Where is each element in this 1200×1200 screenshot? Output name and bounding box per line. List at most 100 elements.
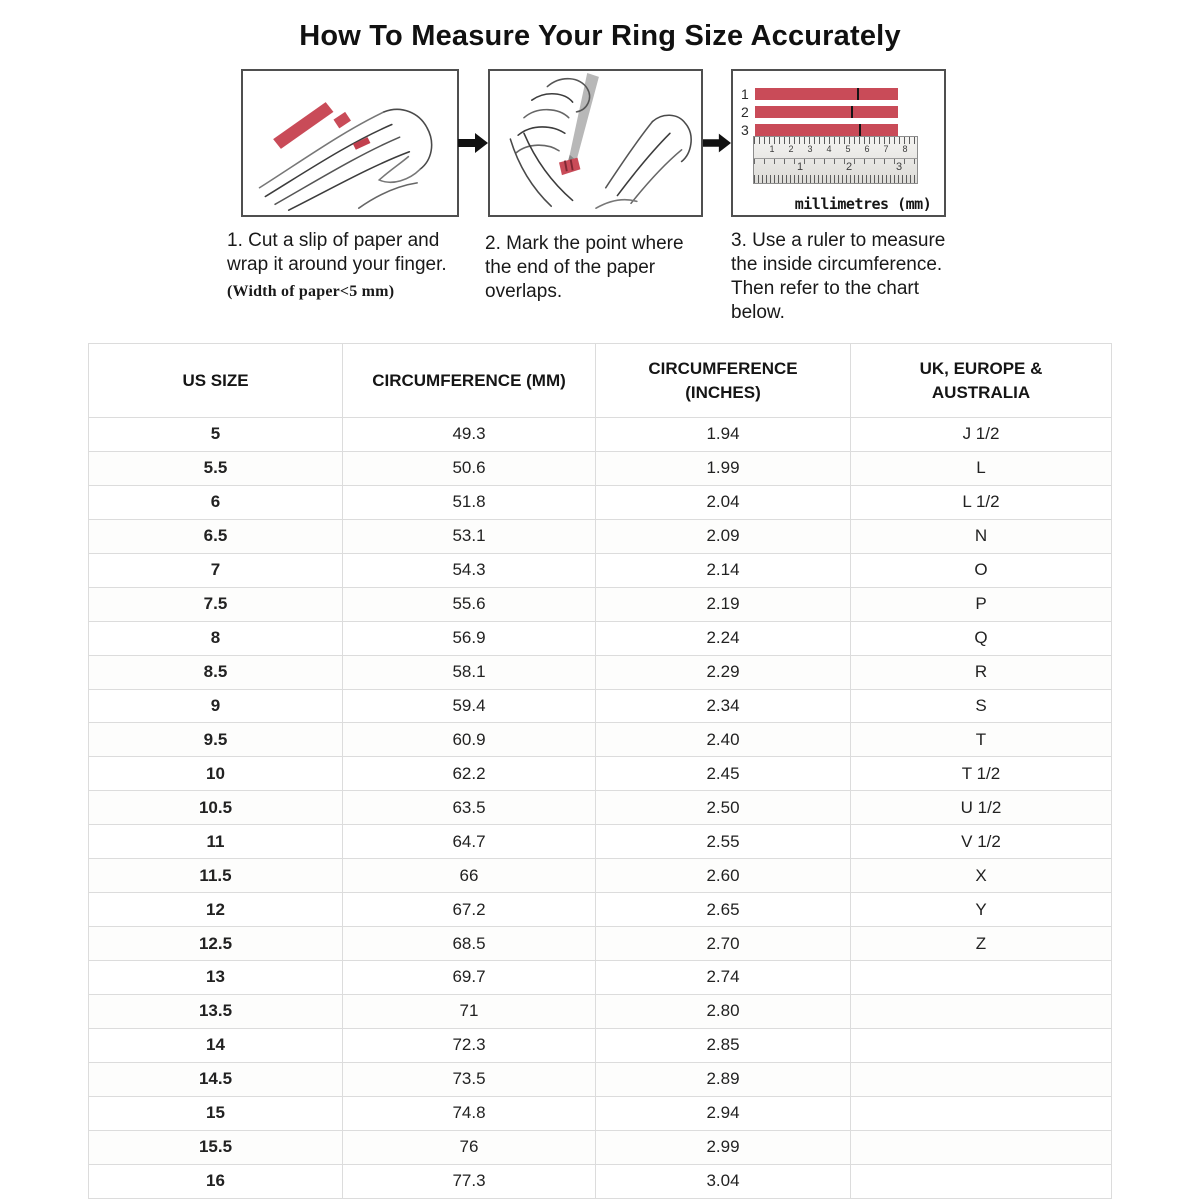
table-row: 6 51.8 2.04 L 1/2	[88, 484, 1112, 520]
table-cell: 50.6	[342, 450, 596, 486]
table-cell: 62.2	[342, 756, 596, 792]
table-row: 6.5 53.1 2.09 N	[88, 518, 1112, 554]
table-row: 16 77.3 3.04	[88, 1163, 1112, 1199]
red-paper-strip	[755, 88, 898, 100]
ruler-inch-number: 1	[796, 161, 804, 173]
strip-around-finger	[559, 157, 581, 176]
table-row: 9.5 60.9 2.40 T	[88, 722, 1112, 758]
paper-strip	[273, 102, 334, 149]
table-cell: 13	[88, 960, 343, 995]
strip-number-label: 3	[741, 122, 749, 138]
column-header: CIRCUMFERENCE (MM)	[342, 343, 596, 418]
column-header: UK, EUROPE & AUSTRALIA	[850, 343, 1112, 418]
table-cell: T 1/2	[850, 756, 1112, 792]
table-cell: 1.99	[595, 450, 851, 486]
table-cell: 2.40	[595, 722, 851, 758]
caption-line: Then refer to the chart	[731, 278, 919, 299]
table-cell: L 1/2	[850, 484, 1112, 520]
table-cell: 5	[88, 417, 343, 452]
table-cell	[850, 1027, 1112, 1063]
table-row: 7 54.3 2.14 O	[88, 552, 1112, 588]
ruler-ticks	[754, 137, 917, 144]
table-cell: R	[850, 654, 1112, 690]
paper-width-note: (Width of paper<5 mm)	[227, 283, 395, 300]
page-title: How To Measure Your Ring Size Accurately	[299, 20, 901, 52]
arrow-right-icon	[703, 130, 731, 161]
table-cell: 67.2	[342, 892, 596, 928]
ruler-cm-number: 6	[864, 144, 870, 154]
table-cell: 7	[88, 552, 343, 588]
table-cell: 8.5	[88, 654, 343, 690]
table-row: 8 56.9 2.24 Q	[88, 620, 1112, 656]
column-header: CIRCUMFERENCE (INCHES)	[595, 343, 851, 418]
table-cell: 59.4	[342, 688, 596, 724]
strip-number-label: 1	[741, 86, 749, 102]
ruler-cm-number: 8	[902, 144, 908, 154]
paper-strip-row: 2	[733, 104, 944, 120]
table-row: 13.5 71 2.80	[88, 993, 1112, 1029]
table-row: 12 67.2 2.65 Y	[88, 892, 1112, 928]
table-row: 5 49.3 1.94 J 1/2	[88, 417, 1112, 452]
table-cell: 66	[342, 858, 596, 894]
caption-line: 3. Use a ruler to measure	[731, 230, 946, 251]
table-cell: 8	[88, 620, 343, 656]
table-cell: 2.29	[595, 654, 851, 690]
table-cell	[850, 960, 1112, 995]
column-header-line: UK, EUROPE &	[919, 358, 1043, 378]
ruler-cm-number: 2	[788, 144, 794, 154]
table-cell: 2.60	[595, 858, 851, 894]
column-header-line: (INCHES)	[685, 382, 761, 402]
ruler-caption: millimetres (mm)	[794, 195, 932, 213]
table-row: 7.5 55.6 2.19 P	[88, 586, 1112, 622]
table-row: 14.5 73.5 2.89	[88, 1061, 1112, 1097]
ruler-cm-number: 7	[883, 144, 889, 154]
caption-line: 1. Cut a slip of paper and	[227, 230, 440, 251]
table-cell	[850, 1129, 1112, 1165]
column-header-line: AUSTRALIA	[931, 382, 1031, 402]
table-cell: 2.94	[595, 1095, 851, 1131]
table-cell: V 1/2	[850, 824, 1112, 860]
table-cell: 2.14	[595, 552, 851, 588]
table-cell: U 1/2	[850, 790, 1112, 826]
table-cell: 13.5	[88, 993, 343, 1029]
table-cell: 71	[342, 993, 596, 1029]
ruler-inch-number: 3	[895, 161, 903, 173]
table-cell	[850, 1061, 1112, 1097]
caption-line: overlaps.	[485, 281, 563, 302]
column-header: US SIZE	[88, 343, 343, 418]
table-cell: 2.65	[595, 892, 851, 928]
hand-with-paper-strip-sketch	[258, 102, 433, 211]
table-cell: 2.45	[595, 756, 851, 792]
step1-caption: 1. Cut a slip of paper and wrap it aroun…	[227, 229, 479, 304]
table-cell	[850, 1095, 1112, 1131]
ruler-cm-number: 4	[826, 144, 832, 154]
column-header-line: CIRCUMFERENCE	[648, 358, 798, 378]
table-cell: 2.80	[595, 993, 851, 1029]
table-cell: 56.9	[342, 620, 596, 656]
table-cell: 2.85	[595, 1027, 851, 1063]
table-cell: T	[850, 722, 1112, 758]
caption-line: the end of the paper	[485, 257, 656, 278]
table-cell: 3.04	[595, 1163, 851, 1199]
table-cell: L	[850, 450, 1112, 486]
table-cell: 5.5	[88, 450, 343, 486]
paper-strip-row: 1	[733, 86, 944, 102]
column-header-line: US SIZE	[182, 370, 249, 390]
caption-line: 2. Mark the point where	[485, 233, 684, 254]
table-row: 9 59.4 2.34 S	[88, 688, 1112, 724]
table-cell: 64.7	[342, 824, 596, 860]
table-cell: 54.3	[342, 552, 596, 588]
ruler-cm-number: 5	[845, 144, 851, 154]
table-cell: 76	[342, 1129, 596, 1165]
table-row: 11 64.7 2.55 V 1/2	[88, 824, 1112, 860]
table-cell	[850, 993, 1112, 1029]
caption-line: wrap it around your finger.	[227, 254, 447, 275]
table-header: US SIZE CIRCUMFERENCE (MM) CIRCUMFERENCE (I…	[88, 343, 1112, 418]
table-cell: 51.8	[342, 484, 596, 520]
table-row: 13 69.7 2.74	[88, 960, 1112, 995]
table-row: 10 62.2 2.45 T 1/2	[88, 756, 1112, 792]
table-cell: S	[850, 688, 1112, 724]
caption-line: the inside circumference.	[731, 254, 943, 275]
